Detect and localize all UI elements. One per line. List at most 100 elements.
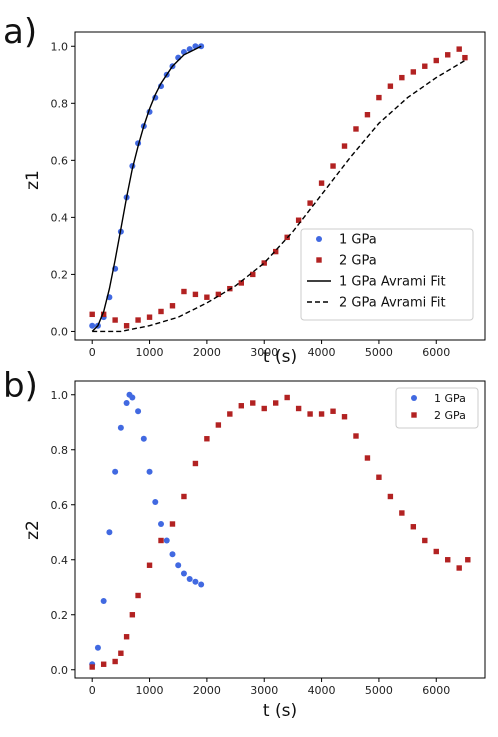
- x-tick-label: 3000: [250, 684, 278, 697]
- legend-square-swatch: [411, 412, 417, 418]
- legend-circle-swatch: [411, 395, 417, 401]
- panel-b-x-axis-label: t (s): [263, 701, 297, 721]
- panel-b: b) 0 1000 2000 3000 4000 5000 6000 0.0 0.2 0.4 0.6…: [3, 366, 486, 721]
- panel-b-legend: 1 GPa 2 GPa: [395, 387, 479, 429]
- panel-a-label: a): [3, 12, 37, 52]
- series-2-gpa-point: [169, 521, 176, 527]
- series-2-gpa-point: [261, 405, 267, 412]
- series-2-gpa-point: [445, 557, 451, 563]
- series-2-gpa-point: [204, 436, 210, 442]
- series-1-gpa-avrami-fit-line: [91, 45, 202, 332]
- series-2-gpa-point: [215, 291, 222, 298]
- legend-label: 1 GPa Avrami Fit: [339, 275, 446, 290]
- series-2-gpa-point: [135, 592, 141, 599]
- series-1-gpa-point: [175, 562, 182, 569]
- series-2-gpa-point: [341, 143, 348, 149]
- panel-b-marks: [89, 391, 471, 670]
- series-2-gpa-point: [129, 612, 136, 618]
- series-2-gpa-point: [318, 411, 325, 417]
- legend-circle-swatch: [316, 236, 322, 242]
- series-2-gpa-point: [399, 510, 405, 516]
- series-2-gpa-point: [250, 271, 256, 278]
- legend-square-swatch: [316, 257, 322, 263]
- x-tick-label: 2000: [193, 346, 221, 359]
- series-2-gpa-point: [376, 474, 382, 480]
- series-2-gpa-point: [169, 303, 176, 309]
- series-2-gpa-point: [465, 557, 471, 563]
- series-1-gpa-point: [158, 521, 165, 527]
- series-2-gpa-point: [112, 658, 118, 665]
- series-2-gpa-point: [123, 634, 130, 640]
- y-tick-label: 1.0: [51, 389, 69, 402]
- series-2-gpa-point: [399, 74, 405, 81]
- legend-box: [300, 228, 474, 321]
- series-2-gpa-point: [364, 112, 371, 118]
- x-tick-label: 3000: [250, 346, 278, 359]
- series-2-gpa-point: [318, 180, 325, 186]
- legend-label: 1 GPa: [339, 233, 377, 248]
- y-tick-label: 0.8: [51, 97, 69, 110]
- series-2-gpa-point: [181, 288, 187, 295]
- series-2-gpa-point: [307, 411, 313, 417]
- x-tick-label: 6000: [422, 684, 450, 697]
- series-2-gpa-point: [307, 200, 313, 206]
- y-tick-label: 0.6: [51, 499, 69, 512]
- series-1-gpa-point: [89, 322, 96, 329]
- series-2-gpa-point: [353, 433, 359, 439]
- series-1-gpa-point: [129, 394, 136, 401]
- series-2-gpa-point: [422, 63, 428, 69]
- series-2-gpa-point: [295, 405, 302, 412]
- y-tick-label: 0.4: [51, 211, 69, 224]
- legend-label: 1 GPa: [434, 392, 466, 405]
- panel-a: a) 0 1000 2000 3000 4000 5000 6000 0.0 0.2 0.4 0.6…: [3, 12, 486, 367]
- series-2-gpa-point: [387, 493, 394, 500]
- panel-a-marks: [89, 43, 468, 333]
- y-tick-label: 0.4: [51, 554, 69, 567]
- series-2-gpa-point: [238, 403, 244, 409]
- series-2-gpa-point: [238, 280, 244, 286]
- series-2-gpa-point: [261, 260, 267, 266]
- series-2-gpa-point: [462, 54, 468, 61]
- y-tick-label: 0.0: [51, 325, 69, 338]
- series-1-gpa-point: [135, 408, 142, 415]
- series-2-gpa-point: [422, 537, 428, 544]
- series-2-gpa-point: [100, 661, 107, 667]
- series-2-gpa-point: [89, 664, 95, 670]
- x-tick-label: 0: [89, 684, 96, 697]
- series-2-gpa-point: [364, 455, 371, 461]
- x-tick-label: 5000: [365, 684, 393, 697]
- series-2-gpa-point: [272, 248, 279, 255]
- series-2-gpa-point: [353, 126, 359, 132]
- series-2-gpa-point: [158, 537, 164, 544]
- legend-label: 2 GPa: [434, 409, 466, 422]
- series-1-gpa-point: [152, 499, 159, 505]
- x-tick-label: 2000: [193, 684, 221, 697]
- series-1-gpa-point: [146, 468, 153, 475]
- series-2-gpa-point: [192, 460, 199, 467]
- series-1-gpa-point: [106, 529, 113, 536]
- series-2-gpa-point: [250, 400, 256, 406]
- series-2-gpa-point: [118, 650, 124, 656]
- panel-b-label: b): [3, 366, 38, 406]
- series-2-gpa-point: [204, 294, 210, 300]
- series-2-gpa-point: [295, 217, 302, 223]
- series-2-gpa-point: [330, 408, 336, 414]
- y-tick-label: 0.8: [51, 444, 69, 457]
- series-2-gpa-point: [112, 317, 118, 323]
- y-tick-label: 1.0: [51, 40, 69, 53]
- panel-a-legend: 1 GPa 2 GPa 1 GPa Avrami Fit 2 GPa Avrami F…: [300, 228, 474, 321]
- series-1-gpa-point: [94, 644, 101, 651]
- series-2-gpa-point: [135, 317, 141, 323]
- series-2-gpa-point: [376, 94, 382, 101]
- x-tick-label: 4000: [308, 684, 336, 697]
- series-2-gpa-point: [89, 311, 95, 318]
- panel-a-x-axis-label: t (s): [263, 347, 297, 367]
- x-tick-label: 4000: [308, 346, 336, 359]
- y-tick-label: 0.2: [51, 609, 69, 622]
- series-1-gpa-point: [100, 598, 107, 604]
- panel-b-y-axis-label: z2: [23, 520, 43, 540]
- series-2-gpa-point: [215, 422, 222, 428]
- series-2-gpa-point: [410, 69, 417, 75]
- panel-a-y-axis-label: z1: [23, 170, 43, 190]
- series-2-gpa-point: [456, 565, 462, 571]
